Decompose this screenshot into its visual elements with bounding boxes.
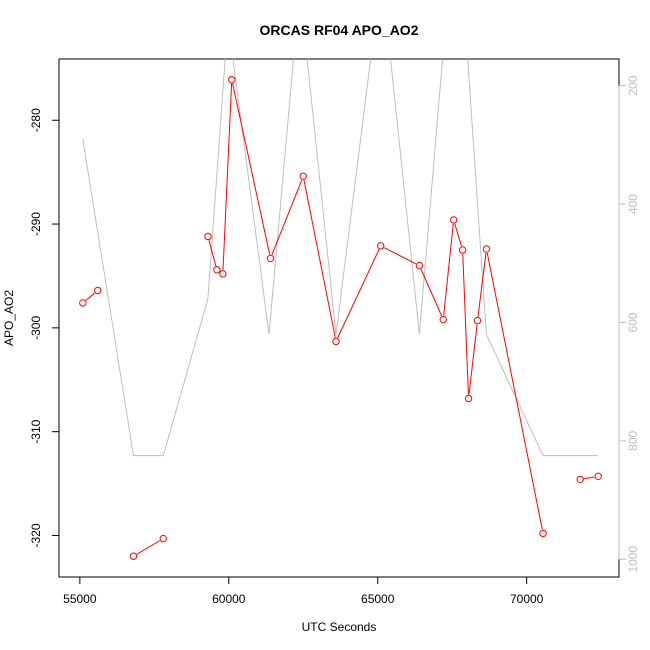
series-line-segment <box>271 179 303 255</box>
x-tick-label: 55000 <box>63 592 97 606</box>
data-point <box>458 246 467 254</box>
data-point <box>94 286 102 295</box>
secondary-y-tick-label: 200 <box>626 75 640 95</box>
x-tick-label: 65000 <box>361 592 395 606</box>
data-point <box>464 394 473 403</box>
series-line-segment <box>420 269 443 317</box>
secondary-series-line <box>82 59 599 457</box>
data-point <box>332 337 340 346</box>
series-line-segment <box>454 223 462 247</box>
data-point <box>576 475 584 484</box>
data-point <box>219 270 227 278</box>
chart-title: ORCAS RF04 APO_AO2 <box>260 22 419 38</box>
secondary-y-tick-label: 1000 <box>626 546 640 573</box>
x-tick-label: 70000 <box>510 592 544 606</box>
series-line-segment <box>232 83 271 255</box>
series-line-segment <box>486 252 543 530</box>
x-axis-label: UTC Seconds <box>302 620 377 634</box>
series-line-segment <box>136 540 161 555</box>
y-tick-label: -280 <box>29 108 43 132</box>
data-point <box>539 529 547 538</box>
series-line-segment <box>222 83 233 270</box>
secondary-y-axis: 200 400 600 800 1000 <box>618 75 640 573</box>
series-line-segment <box>85 292 95 301</box>
series-line-segment <box>337 249 380 338</box>
y-tick-label: -290 <box>29 212 43 236</box>
series-line-segment <box>208 240 217 266</box>
y-axis-label: APO_AO2 <box>2 290 16 346</box>
y-tick-label: -320 <box>29 523 43 547</box>
secondary-y-tick-label: 600 <box>626 312 640 332</box>
data-point <box>482 245 491 253</box>
y-tick-label: -310 <box>29 419 43 443</box>
data-point <box>377 242 385 250</box>
data-point <box>159 534 167 543</box>
data-point <box>415 261 424 270</box>
data-point <box>129 552 138 560</box>
x-tick-label: 60000 <box>212 592 246 606</box>
series-line-segment <box>462 253 469 395</box>
data-point <box>449 216 458 224</box>
data-point <box>228 76 236 84</box>
data-point <box>299 172 307 181</box>
x-axis: 55000 60000 65000 70000 <box>63 576 544 606</box>
series-line-segment <box>477 252 487 317</box>
plot-frame <box>58 58 620 578</box>
series-line-segment <box>384 247 417 265</box>
data-point <box>79 299 87 307</box>
data-point <box>473 316 482 325</box>
data-point <box>213 266 221 274</box>
data-point <box>266 254 275 263</box>
series-line-segment <box>584 476 595 480</box>
series-line-segment <box>303 180 336 338</box>
y-axis: -320 -310 -300 -290 -280 <box>29 108 60 547</box>
y-tick-label: -300 <box>29 316 43 340</box>
data-point <box>439 315 447 324</box>
data-point <box>204 232 212 241</box>
secondary-y-tick-label: 400 <box>626 194 640 214</box>
data-point <box>594 472 602 481</box>
secondary-series <box>82 59 599 457</box>
series-line-segment <box>468 324 478 395</box>
series-line-segment <box>443 223 454 316</box>
primary-series <box>79 76 602 560</box>
secondary-y-tick-label: 800 <box>626 431 640 451</box>
